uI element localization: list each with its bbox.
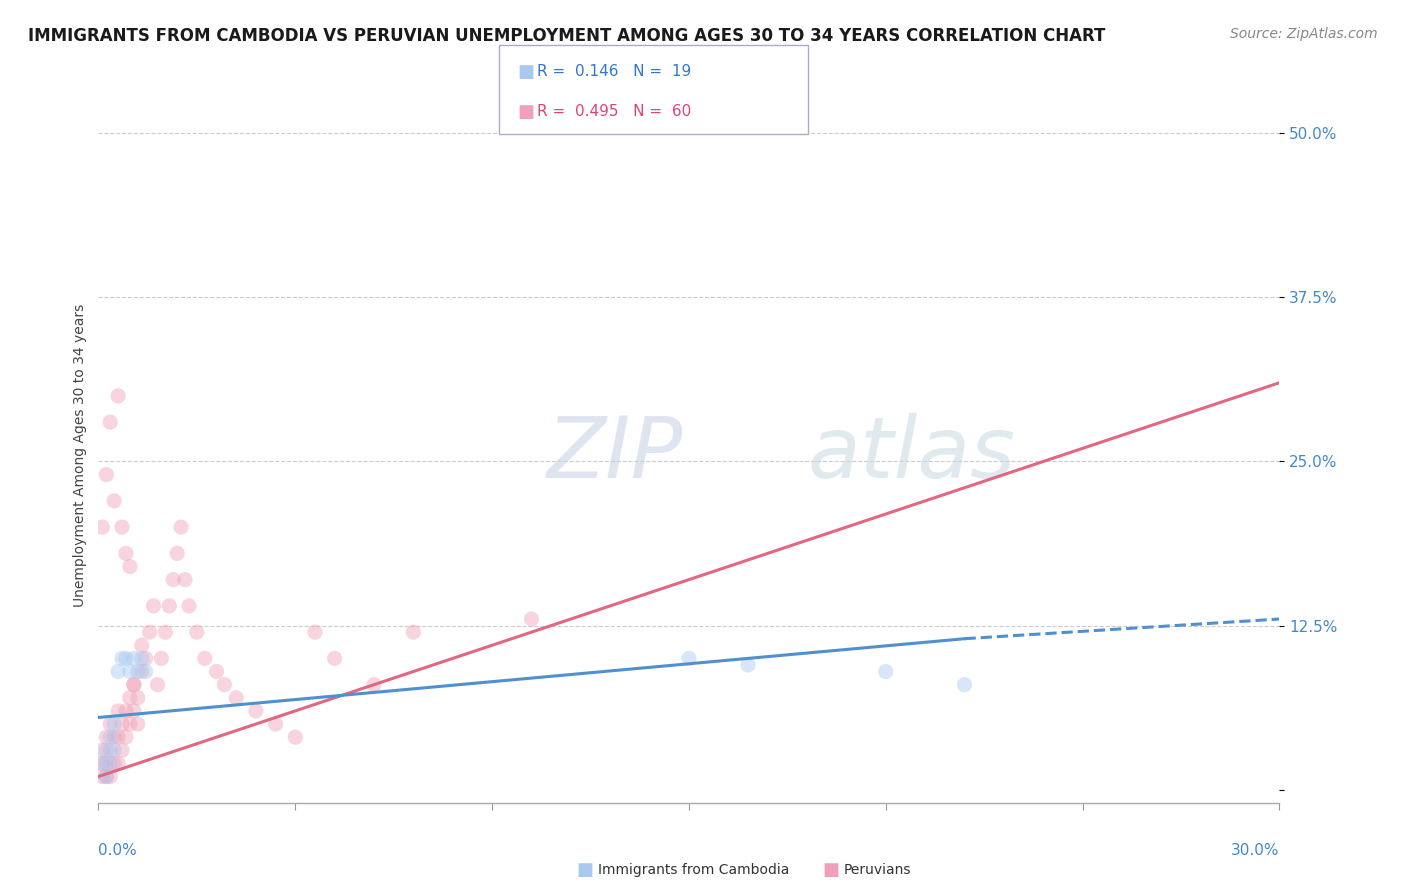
Point bbox=[157, 599, 180, 613]
Text: ■: ■ bbox=[823, 861, 839, 879]
Point bbox=[91, 520, 114, 534]
Point bbox=[225, 690, 247, 705]
Text: Immigrants from Cambodia: Immigrants from Cambodia bbox=[598, 863, 789, 877]
Point bbox=[118, 690, 141, 705]
Point bbox=[875, 665, 897, 679]
Point bbox=[107, 704, 129, 718]
Point bbox=[115, 704, 138, 718]
Point bbox=[678, 651, 700, 665]
Text: Peruvians: Peruvians bbox=[844, 863, 911, 877]
Point bbox=[96, 743, 118, 757]
Point bbox=[122, 678, 145, 692]
Point bbox=[177, 599, 200, 613]
Point bbox=[304, 625, 326, 640]
Point bbox=[155, 625, 177, 640]
Point bbox=[214, 678, 236, 692]
Point bbox=[174, 573, 197, 587]
Point bbox=[111, 717, 134, 731]
Point bbox=[98, 415, 121, 429]
Point bbox=[135, 665, 157, 679]
Point bbox=[103, 717, 125, 731]
Point bbox=[142, 599, 165, 613]
Point bbox=[115, 651, 138, 665]
Point bbox=[103, 743, 125, 757]
Point bbox=[96, 770, 118, 784]
Text: R =  0.495   N =  60: R = 0.495 N = 60 bbox=[537, 104, 692, 120]
Point bbox=[96, 467, 118, 482]
Point bbox=[107, 389, 129, 403]
Point bbox=[107, 730, 129, 744]
Point bbox=[98, 717, 121, 731]
Point bbox=[103, 730, 125, 744]
Point bbox=[737, 657, 759, 672]
Point bbox=[91, 743, 114, 757]
Point bbox=[115, 730, 138, 744]
Point bbox=[166, 546, 188, 560]
Point bbox=[194, 651, 217, 665]
Y-axis label: Unemployment Among Ages 30 to 34 years: Unemployment Among Ages 30 to 34 years bbox=[73, 303, 87, 607]
Point bbox=[245, 704, 267, 718]
Point bbox=[162, 573, 184, 587]
Point bbox=[131, 651, 153, 665]
Text: Source: ZipAtlas.com: Source: ZipAtlas.com bbox=[1230, 27, 1378, 41]
Point bbox=[284, 730, 307, 744]
Point bbox=[122, 678, 145, 692]
Text: ZIP: ZIP bbox=[547, 413, 683, 497]
Point bbox=[131, 665, 153, 679]
Point bbox=[115, 546, 138, 560]
Point bbox=[127, 665, 149, 679]
Point bbox=[170, 520, 193, 534]
Point bbox=[111, 520, 134, 534]
Point bbox=[205, 665, 228, 679]
Point bbox=[98, 756, 121, 771]
Text: 30.0%: 30.0% bbox=[1232, 843, 1279, 858]
Point bbox=[402, 625, 425, 640]
Point bbox=[186, 625, 208, 640]
Text: ■: ■ bbox=[517, 62, 534, 80]
Point bbox=[127, 690, 149, 705]
Point bbox=[96, 730, 118, 744]
Point bbox=[122, 651, 145, 665]
Point bbox=[103, 756, 125, 771]
Point bbox=[520, 612, 543, 626]
Point bbox=[264, 717, 287, 731]
Point bbox=[135, 651, 157, 665]
Point bbox=[127, 717, 149, 731]
Point bbox=[91, 770, 114, 784]
Point bbox=[98, 743, 121, 757]
Point bbox=[122, 704, 145, 718]
Point bbox=[91, 756, 114, 771]
Point bbox=[98, 730, 121, 744]
Text: ■: ■ bbox=[517, 103, 534, 120]
Point bbox=[96, 756, 118, 771]
Text: ■: ■ bbox=[576, 861, 593, 879]
Point bbox=[323, 651, 346, 665]
Point bbox=[118, 665, 141, 679]
Point bbox=[953, 678, 976, 692]
Point bbox=[96, 770, 118, 784]
Point bbox=[118, 559, 141, 574]
Point bbox=[91, 756, 114, 771]
Point bbox=[146, 678, 169, 692]
Point bbox=[111, 651, 134, 665]
Point bbox=[131, 638, 153, 652]
Text: atlas: atlas bbox=[807, 413, 1015, 497]
Text: 0.0%: 0.0% bbox=[98, 843, 138, 858]
Point bbox=[103, 494, 125, 508]
Point bbox=[111, 743, 134, 757]
Point bbox=[98, 770, 121, 784]
Point bbox=[107, 756, 129, 771]
Point bbox=[363, 678, 385, 692]
Text: R =  0.146   N =  19: R = 0.146 N = 19 bbox=[537, 64, 692, 79]
Point bbox=[118, 717, 141, 731]
Point bbox=[138, 625, 160, 640]
Text: IMMIGRANTS FROM CAMBODIA VS PERUVIAN UNEMPLOYMENT AMONG AGES 30 TO 34 YEARS CORR: IMMIGRANTS FROM CAMBODIA VS PERUVIAN UNE… bbox=[28, 27, 1105, 45]
Point bbox=[107, 665, 129, 679]
Point bbox=[150, 651, 173, 665]
